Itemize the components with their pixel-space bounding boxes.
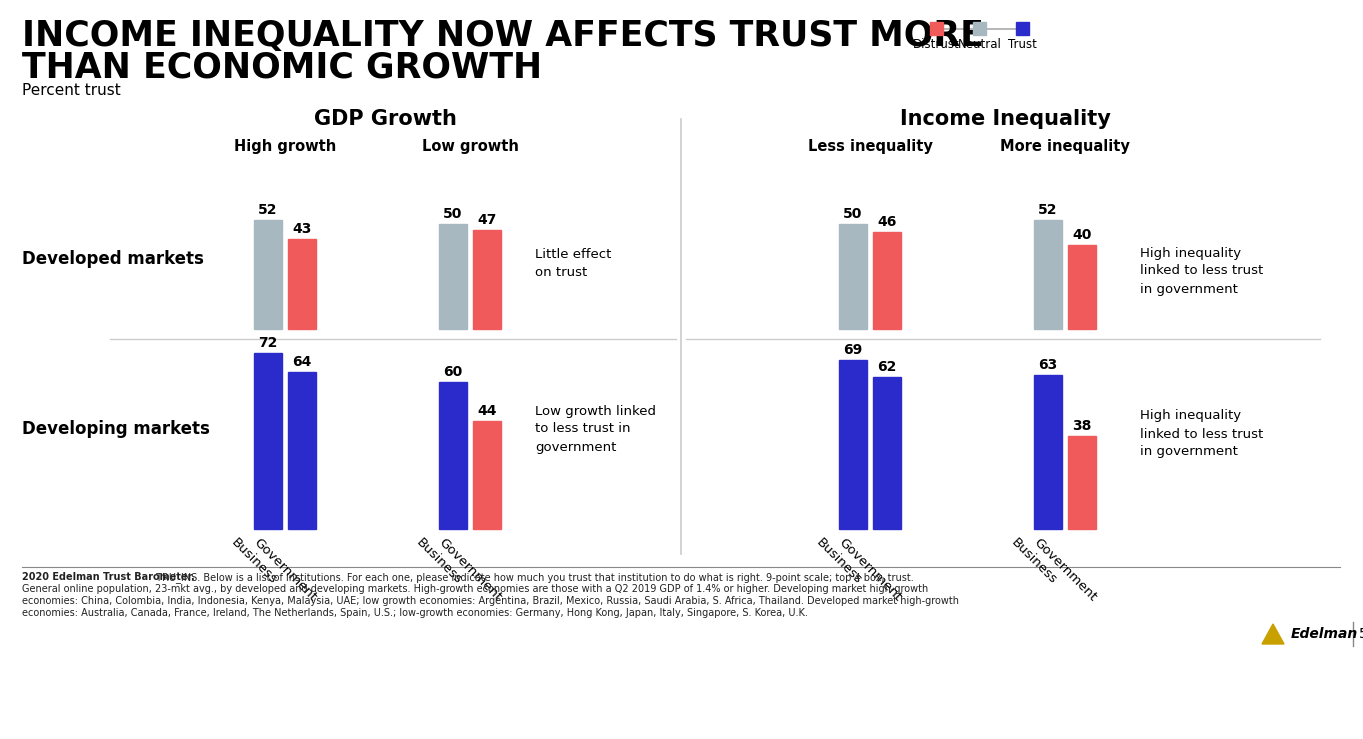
Bar: [254, 353, 282, 529]
Bar: [872, 377, 901, 529]
Text: 43: 43: [292, 222, 312, 236]
Text: Low growth linked
to less trust in
government: Low growth linked to less trust in gover…: [536, 404, 656, 454]
Bar: [1069, 245, 1096, 329]
Bar: [973, 22, 985, 35]
Text: Less inequality: Less inequality: [807, 139, 932, 154]
Bar: [1035, 375, 1062, 529]
Text: Neutral: Neutral: [958, 38, 1002, 51]
Text: 63: 63: [1039, 358, 1058, 372]
Text: Government: Government: [1030, 536, 1099, 604]
Text: 60: 60: [443, 365, 462, 379]
Text: Government: Government: [251, 536, 319, 604]
Text: Little effect
on trust: Little effect on trust: [536, 248, 612, 279]
Text: 50: 50: [844, 207, 863, 221]
Text: More inequality: More inequality: [1000, 139, 1130, 154]
Bar: [840, 360, 867, 529]
Bar: [473, 421, 502, 529]
Text: 69: 69: [844, 343, 863, 357]
Text: INCOME INEQUALITY NOW AFFECTS TRUST MORE: INCOME INEQUALITY NOW AFFECTS TRUST MORE: [22, 19, 984, 53]
Bar: [1069, 436, 1096, 529]
Text: General online population, 23-mkt avg., by developed and developing markets. Hig: General online population, 23-mkt avg., …: [22, 584, 928, 594]
Bar: [872, 232, 901, 329]
Text: 50: 50: [443, 207, 462, 221]
Text: 47: 47: [477, 214, 496, 228]
Text: Distrust: Distrust: [913, 38, 960, 51]
Text: High inequality
linked to less trust
in government: High inequality linked to less trust in …: [1139, 409, 1264, 458]
Text: Business: Business: [228, 536, 279, 587]
Text: 2020 Edelman Trust Barometer.: 2020 Edelman Trust Barometer.: [22, 572, 195, 582]
Polygon shape: [1262, 624, 1284, 644]
Text: economies: China, Colombia, India, Indonesia, Kenya, Malaysia, UAE; low growth e: economies: China, Colombia, India, Indon…: [22, 596, 960, 606]
Text: 38: 38: [1073, 419, 1092, 433]
Text: 52: 52: [1039, 202, 1058, 217]
Text: Trust: Trust: [1009, 38, 1037, 51]
Bar: [930, 22, 943, 35]
Text: 72: 72: [259, 336, 278, 350]
Text: TRU_INS. Below is a list of institutions. For each one, please indicate how much: TRU_INS. Below is a list of institutions…: [153, 572, 913, 583]
Text: High inequality
linked to less trust
in government: High inequality linked to less trust in …: [1139, 247, 1264, 296]
Bar: [288, 372, 316, 529]
Text: Low growth: Low growth: [421, 139, 518, 154]
Text: Edelman: Edelman: [1291, 627, 1359, 641]
Bar: [1035, 219, 1062, 329]
Text: 52: 52: [258, 202, 278, 217]
Text: Developed markets: Developed markets: [22, 250, 204, 268]
Text: THAN ECONOMIC GROWTH: THAN ECONOMIC GROWTH: [22, 51, 542, 85]
Text: 44: 44: [477, 404, 496, 418]
Text: 5: 5: [1359, 627, 1363, 641]
Bar: [473, 231, 502, 329]
Text: Income Inequality: Income Inequality: [900, 109, 1111, 129]
Text: 40: 40: [1073, 228, 1092, 242]
Bar: [1015, 22, 1029, 35]
Text: Developing markets: Developing markets: [22, 420, 210, 438]
Bar: [439, 382, 468, 529]
Text: Business: Business: [814, 536, 864, 587]
Text: 62: 62: [878, 360, 897, 374]
Text: Business: Business: [1009, 536, 1059, 587]
Text: Business: Business: [413, 536, 463, 587]
Text: Government: Government: [436, 536, 504, 604]
Bar: [254, 219, 282, 329]
Text: 64: 64: [292, 355, 312, 370]
Bar: [288, 239, 316, 329]
Text: 46: 46: [878, 215, 897, 229]
Text: Government: Government: [836, 536, 904, 604]
Text: High growth: High growth: [234, 139, 337, 154]
Text: Percent trust: Percent trust: [22, 83, 121, 98]
Bar: [439, 224, 468, 329]
Bar: [840, 224, 867, 329]
Text: GDP Growth: GDP Growth: [313, 109, 457, 129]
Text: economies: Australia, Canada, France, Ireland, The Netherlands, Spain, U.S.; low: economies: Australia, Canada, France, Ir…: [22, 608, 808, 618]
